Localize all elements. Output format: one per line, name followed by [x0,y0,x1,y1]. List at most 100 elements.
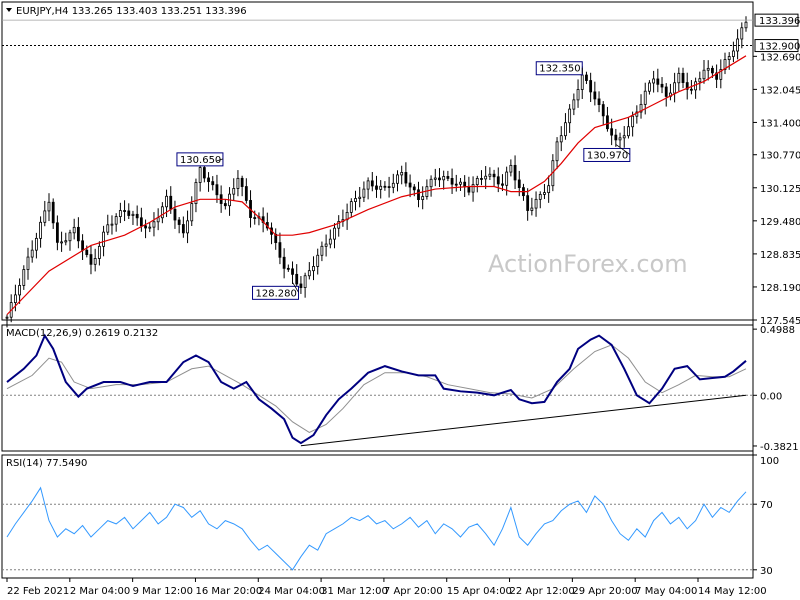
x-tick-label: 22 Apr 12:00 [510,586,575,597]
candle-body [597,98,601,105]
candle-body [408,182,412,188]
candle-body [517,179,521,189]
candle-body [123,210,126,212]
macd-ytick-label: -0.3821 [760,442,799,453]
candle-body [601,104,605,117]
x-tick-label: 14 May 12:00 [698,586,767,597]
candle-body [354,198,357,203]
candle-body [501,183,504,186]
candle-body [81,240,84,251]
candle-body [622,135,626,139]
header-arrow-icon [6,8,12,12]
price-ytick-label: 128.835 [760,250,800,261]
candle-body [732,50,735,57]
candle-body [379,185,383,190]
price-ytick-label: 131.400 [760,118,800,129]
rsi-ytick-label: 70 [760,500,773,511]
price-ytick-label: 129.480 [760,217,800,228]
candle-body [51,201,55,224]
candle-body [492,173,496,178]
x-tick-label: 2 Mar 04:00 [70,586,130,597]
candle-body [404,172,408,184]
candle-body [513,164,517,181]
candle-body [639,103,643,113]
candle-body [681,72,685,83]
candle-body [202,167,206,179]
candle-body [60,241,63,244]
candle-body [421,196,425,201]
candle-body [139,217,143,227]
candle-body [383,185,387,188]
candle-body [295,273,299,285]
candle-body [232,188,236,195]
x-tick-label: 29 Apr 20:00 [572,586,637,597]
candle-body [131,213,135,216]
candle-body [576,89,580,101]
candle-body [362,188,366,198]
candle-body [417,189,420,201]
annotation-label: 132.350 [539,64,580,75]
candle-body [127,210,131,216]
candle-body [47,201,51,212]
candle-body [543,192,546,195]
candle-body [396,174,399,184]
candle-body [664,86,668,97]
rsi-line [6,486,747,571]
candle-body [320,245,324,256]
candle-body [450,178,454,185]
rsi-header-label: RSI(14) 77.5490 [6,458,87,469]
macd-signal-line [6,344,747,434]
x-tick-label: 22 Feb 2021 [7,586,69,597]
candle-body [555,141,559,162]
candle-body [253,217,257,219]
macd-ytick-label: 0.00 [760,391,782,402]
x-tick-label: 7 May 04:00 [635,586,697,597]
candle-body [30,249,34,258]
candle-body [677,72,681,84]
candle-body [358,196,362,199]
candle-body [76,226,80,242]
macd-trendline [300,394,747,447]
candle-body [244,186,248,201]
candle-body [278,242,282,258]
annotation-label: 130.650 [180,155,221,166]
candle-body [673,82,677,94]
candle-body [55,222,59,243]
resistance-label: 132.900 [759,42,800,53]
candle-body [648,82,651,92]
candle-body [685,82,689,90]
candle-body [505,171,509,186]
candle-body [559,135,563,143]
candle-body [589,80,593,93]
candle-body [475,178,479,185]
candle-body [93,258,97,265]
candle-body [526,195,530,211]
price-ytick-label: 127.545 [760,316,800,327]
candle-body [534,198,538,209]
candle-body [97,245,101,259]
candle-body [135,213,139,219]
candle-body [442,176,446,181]
candle-body [110,223,114,226]
candle-body [459,181,462,185]
candle-body [337,221,341,229]
rsi-ytick-label: 100 [760,456,779,467]
resistance-label-box [754,39,799,53]
annotation-leader [615,144,631,155]
candle-body [488,173,492,177]
candle-body [509,164,513,173]
candle-body [114,216,118,225]
x-tick-label: 7 Apr 20:00 [384,586,443,597]
candle-body [68,232,72,242]
last-price-label-box [754,13,799,27]
candle-body [282,256,286,269]
candle-body [194,182,198,205]
candle-body [349,201,353,213]
candle-body [711,67,714,74]
candle-body [177,219,181,225]
candle-body [173,208,177,221]
candle-body [324,243,328,247]
candle-body [366,180,370,190]
candle-body [215,184,219,196]
candle-body [706,67,710,71]
